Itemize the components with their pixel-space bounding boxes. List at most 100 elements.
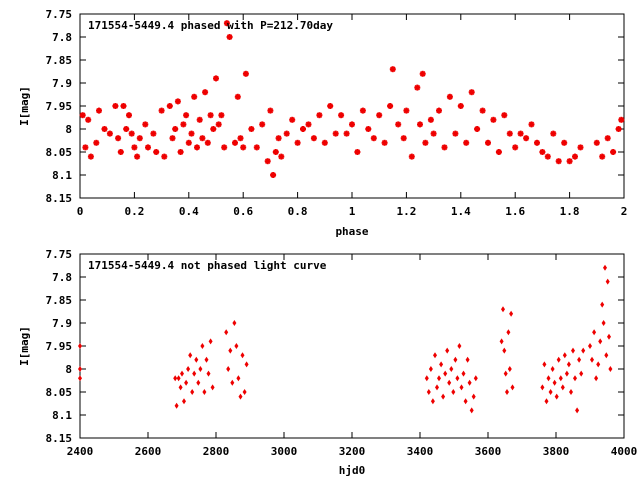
- unphased-data-point: [566, 361, 571, 368]
- phased-data-point: [494, 148, 503, 156]
- unphased-data-point: [184, 379, 189, 386]
- unphased-data-point: [608, 366, 613, 372]
- unphased-data-point: [588, 343, 592, 349]
- phased-data-points: [78, 19, 626, 179]
- phased-x-tick-label: 0.4: [179, 205, 199, 218]
- phased-x-axis-label: phase: [335, 225, 368, 238]
- unphased-y-tick-label: 7.9: [52, 317, 72, 330]
- phased-y-tick-label: 7.85: [46, 54, 73, 67]
- phased-data-point: [233, 92, 242, 101]
- unphased-data-point: [455, 375, 460, 382]
- unphased-x-tick-label: 3000: [271, 445, 298, 458]
- unphased-data-point: [467, 379, 472, 386]
- unphased-data-point: [78, 366, 82, 372]
- phased-x-tick-label: 1: [349, 205, 356, 218]
- phased-data-point: [614, 125, 623, 133]
- phased-data-point: [533, 138, 541, 147]
- phased-data-point: [105, 129, 114, 138]
- unphased-data-point: [457, 343, 462, 349]
- unphased-data-point: [240, 352, 245, 359]
- unphased-data-point: [463, 398, 468, 405]
- phased-data-point: [282, 129, 291, 138]
- phased-x-tick-label: 1.2: [396, 205, 416, 218]
- unphased-data-point: [232, 320, 237, 326]
- unphased-data-point: [605, 278, 610, 285]
- unphased-data-point: [575, 407, 580, 414]
- unphased-data-point: [558, 375, 563, 382]
- phased-data-point: [122, 125, 131, 133]
- phased-data-point: [380, 138, 389, 147]
- unphased-data-point: [430, 398, 435, 405]
- unphased-data-point: [234, 343, 239, 349]
- phased-data-point: [478, 106, 487, 115]
- phased-data-point: [135, 134, 144, 143]
- unphased-data-point: [435, 384, 439, 391]
- phased-x-tick-label: 0: [77, 205, 84, 218]
- unphased-y-tick-label: 8.05: [46, 386, 73, 399]
- unphased-data-point: [204, 356, 209, 363]
- phased-x-tick-label: 1.8: [560, 205, 580, 218]
- unphased-data-point: [180, 370, 184, 377]
- unphased-data-point: [433, 352, 437, 359]
- phased-data-point: [258, 120, 267, 129]
- phased-data-point: [125, 111, 133, 120]
- phased-data-point: [571, 152, 579, 161]
- unphased-data-point: [499, 338, 504, 345]
- unphased-data-point: [502, 347, 507, 354]
- unphased-data-point: [228, 347, 233, 354]
- unphased-data-point: [501, 306, 505, 313]
- phased-data-point: [413, 83, 422, 92]
- unphased-data-point: [465, 356, 470, 363]
- phased-data-point: [375, 111, 384, 120]
- phased-data-point: [95, 106, 103, 115]
- phased-data-point: [467, 88, 476, 97]
- unphased-x-axis-label: hjd0: [339, 464, 366, 477]
- unphased-data-point: [244, 361, 249, 368]
- phased-data-point: [462, 138, 471, 147]
- unphased-data-point: [224, 329, 229, 336]
- phased-data-point: [342, 129, 351, 138]
- unphased-data-point: [186, 366, 191, 372]
- unphased-data-point: [473, 375, 478, 382]
- phased-x-tick-label: 1.4: [451, 205, 471, 218]
- unphased-data-point: [230, 379, 235, 386]
- phased-y-tick-label: 8.15: [46, 192, 73, 205]
- phased-data-point: [299, 125, 307, 133]
- phased-data-point: [598, 152, 607, 161]
- phased-data-point: [388, 65, 397, 74]
- phased-data-point: [144, 143, 152, 152]
- unphased-data-point: [441, 393, 446, 400]
- unphased-data-point: [506, 329, 511, 336]
- phased-data-point: [527, 120, 536, 129]
- phased-data-point: [320, 138, 329, 147]
- phased-data-point: [160, 152, 169, 161]
- unphased-data-point: [607, 333, 611, 340]
- phased-data-point: [263, 157, 272, 166]
- unphased-data-point: [510, 384, 515, 391]
- phased-x-tick-label: 0.6: [233, 205, 253, 218]
- phased-data-point: [353, 148, 362, 156]
- unphased-data-point: [571, 347, 575, 354]
- unphased-data-point: [564, 370, 569, 377]
- phased-data-point: [617, 115, 626, 124]
- phased-data-point: [505, 129, 514, 138]
- phased-y-ticks: 7.75 7.8 7.85 7.9 7.95 8 8.05 8.1 8.15: [46, 8, 624, 205]
- phased-data-point: [565, 157, 574, 166]
- phased-data-point: [293, 138, 302, 147]
- phased-data-point: [399, 134, 408, 143]
- phased-data-point: [81, 143, 90, 152]
- phased-data-point: [195, 115, 204, 124]
- unphased-data-point: [192, 370, 197, 377]
- unphased-data-point: [577, 356, 582, 363]
- phased-data-point: [288, 115, 297, 124]
- phased-y-tick-label: 8: [65, 123, 72, 136]
- phased-x-ticks: 0 0.2 0.4 0.6 0.8 1 1.2 1.4 1.6 1.8 2: [77, 14, 627, 218]
- phased-data-point: [516, 129, 525, 138]
- unphased-data-point: [453, 356, 458, 363]
- phased-data-point: [190, 92, 199, 101]
- phased-data-point: [266, 106, 275, 115]
- unphased-data-point: [443, 370, 448, 377]
- phased-data-point: [133, 152, 142, 161]
- phased-data-point: [198, 134, 207, 143]
- phased-data-point: [179, 120, 188, 129]
